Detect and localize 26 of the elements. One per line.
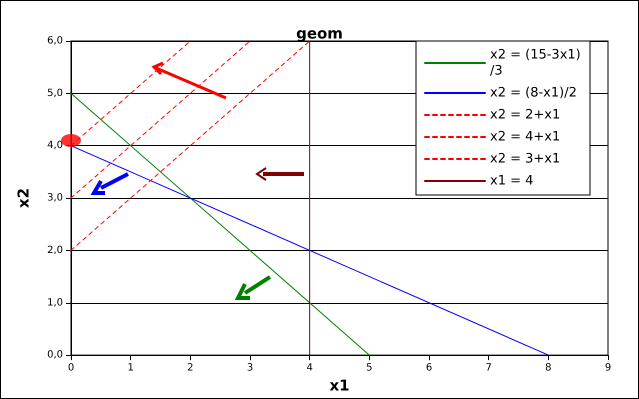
legend-label: x2 = (8-x1)/2 <box>490 86 577 100</box>
chart-title: geom <box>296 24 343 42</box>
x-tick-label: 3 <box>246 362 254 374</box>
x-tick-label: 7 <box>485 362 492 374</box>
x-tick-label: 9 <box>604 362 612 374</box>
x-axis-title: x1 <box>329 376 350 394</box>
y-tick-label: 1,0 <box>47 297 63 308</box>
legend-label: x2 = 4+x1 <box>490 130 560 144</box>
x-tick-label: 5 <box>366 362 373 374</box>
y-tick-label: 0,0 <box>47 350 63 361</box>
y-tick-label: 4,0 <box>47 140 63 152</box>
y-tick-label: 3,0 <box>47 192 63 204</box>
legend-label: x2 = 2+x1 <box>490 108 560 122</box>
x-tick-label: 6 <box>426 362 432 374</box>
x-tick-label: 1 <box>127 362 134 374</box>
x-tick-label: 8 <box>545 362 552 374</box>
legend-label: x2 = 3+x1 <box>490 152 560 166</box>
x-tick-label: 4 <box>306 362 313 374</box>
legend-label: x2 = (15-3x1)/3 <box>490 48 581 78</box>
y-axis-title: x2 <box>14 188 32 208</box>
y-tick-label: 2,0 <box>47 244 63 256</box>
legend-label: x1 = 4 <box>490 174 534 188</box>
x-tick-label: 2 <box>187 362 194 374</box>
y-tick-label: 6,0 <box>47 36 63 46</box>
y-tick-label: 5,0 <box>47 88 63 99</box>
x-tick-label: 0 <box>68 362 74 374</box>
